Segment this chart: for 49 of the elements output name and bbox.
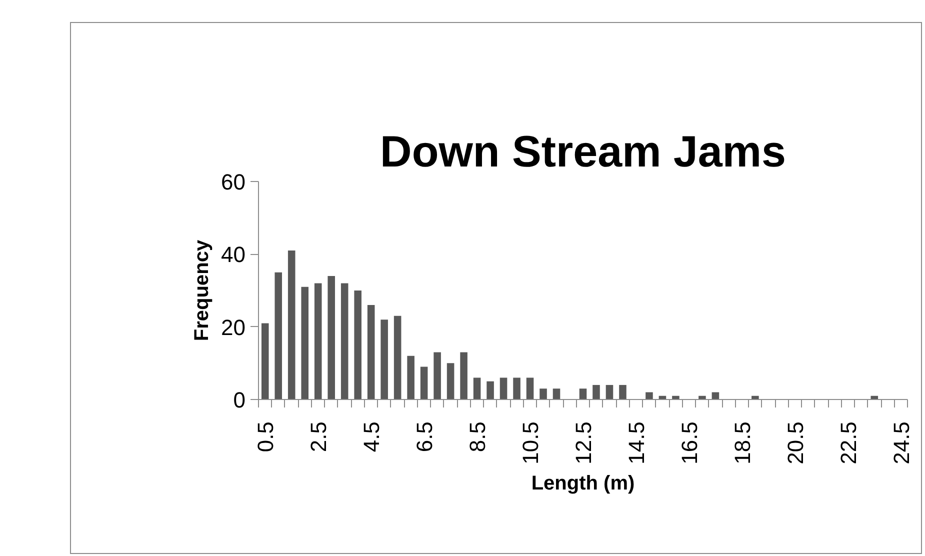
- bar: [540, 388, 547, 400]
- x-tick-label: 20.5: [782, 421, 808, 464]
- bar: [473, 378, 481, 400]
- bar: [314, 283, 322, 400]
- bar: [301, 286, 308, 400]
- bar: [434, 352, 441, 400]
- bar: [460, 352, 468, 400]
- bar: [340, 283, 348, 400]
- bar: [606, 384, 614, 400]
- bar: [367, 305, 375, 400]
- bar: [592, 384, 600, 400]
- x-tick-label: 14.5: [624, 421, 649, 464]
- bar: [579, 388, 587, 400]
- bar: [619, 384, 626, 400]
- bar: [646, 392, 653, 400]
- bar: [526, 378, 534, 400]
- bar: [394, 316, 402, 400]
- x-tick-label: 16.5: [676, 421, 702, 464]
- x-tick-label: 0.5: [253, 421, 278, 452]
- x-axis-title: Length (m): [531, 472, 635, 494]
- bar: [552, 388, 560, 400]
- x-tick-label: 2.5: [306, 421, 332, 452]
- bar: [420, 366, 428, 400]
- x-tick-label: 6.5: [412, 421, 438, 452]
- bar: [486, 381, 494, 400]
- y-tick-label: 60: [221, 170, 246, 194]
- chart-title: Down Stream Jams: [380, 128, 786, 176]
- x-tick-label: 22.5: [836, 421, 861, 464]
- y-tick-label: 0: [233, 388, 246, 412]
- x-tick-label: 18.5: [730, 421, 755, 464]
- bar: [274, 272, 282, 400]
- bar: [712, 392, 720, 400]
- bar: [380, 320, 388, 400]
- y-tick-label: 20: [221, 314, 246, 340]
- bar: [513, 378, 520, 400]
- y-tick-label: 40: [221, 242, 246, 268]
- x-tick-label: 12.5: [571, 421, 596, 464]
- x-tick-label: 10.5: [518, 421, 544, 464]
- x-tick-label: 8.5: [465, 421, 490, 452]
- x-tick-label: 24.5: [888, 421, 914, 464]
- bar: [446, 363, 454, 400]
- y-axis-title: Frequency: [191, 239, 214, 342]
- bar: [288, 250, 296, 400]
- bar: [354, 290, 362, 400]
- bar: [328, 276, 335, 400]
- bar: [500, 378, 508, 400]
- x-tick-label: 4.5: [359, 421, 384, 452]
- bar: [261, 323, 269, 400]
- bar: [407, 356, 414, 400]
